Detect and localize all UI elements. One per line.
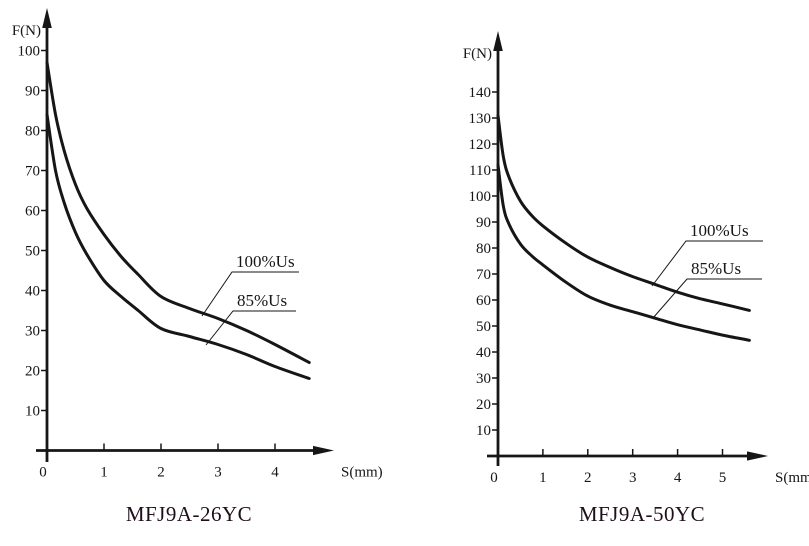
y-tick-label: 10 xyxy=(476,423,491,439)
y-tick-label: 80 xyxy=(476,241,491,257)
y-tick-label: 70 xyxy=(476,267,491,283)
chart-right: 10 20 30 40 50 60 70 80 90 100 110 120 130 140 0 1 2 3 4 5 F… xyxy=(463,31,809,486)
curve-85pctus xyxy=(45,113,311,380)
y-tick-label: 60 xyxy=(25,204,40,220)
y-tick-label: 80 xyxy=(25,124,40,140)
y-tick-label: 40 xyxy=(476,345,491,361)
chart-title-left: MFJ9A-26YC xyxy=(125,502,253,526)
x-tick-label: 0 xyxy=(490,470,498,486)
y-tick-label: 50 xyxy=(476,319,491,335)
y-tick-label: 100 xyxy=(469,189,492,205)
curve-label-leader xyxy=(651,240,763,287)
x-axis-title: S(mm) xyxy=(775,470,809,486)
y-tick-label: 100 xyxy=(18,44,41,60)
x-tick-label: 1 xyxy=(539,470,547,486)
y-tick-label: 90 xyxy=(476,215,491,231)
y-axis-arrowhead xyxy=(42,8,52,28)
x-tick-label: 3 xyxy=(629,470,637,486)
x-axis-arrowhead xyxy=(313,445,334,456)
curve-85pctus xyxy=(496,163,751,342)
y-axis-title: F(N) xyxy=(12,23,41,39)
x-tick-label: 4 xyxy=(674,470,682,486)
y-axis-arrowhead xyxy=(493,31,503,51)
y-tick-label: 130 xyxy=(469,111,492,127)
chart-left: 10 20 30 40 50 60 70 80 90 100 0 1 2 3 4 F(N) S(mm) 100%U… xyxy=(12,8,383,481)
y-tick-label: 30 xyxy=(476,371,491,387)
x-tick-label: 3 xyxy=(214,465,222,481)
x-tick-label: 1 xyxy=(100,465,108,481)
x-tick-label: 5 xyxy=(719,470,727,486)
x-tick-label: 2 xyxy=(584,470,592,486)
curve-label: 100%Us xyxy=(236,252,295,271)
curve-100pctus xyxy=(45,61,311,364)
x-axis-title: S(mm) xyxy=(341,465,383,481)
curve-label-leader xyxy=(205,310,296,346)
y-tick-label: 40 xyxy=(25,284,40,300)
y-tick-label: 90 xyxy=(25,84,40,100)
y-tick-label: 20 xyxy=(25,364,40,380)
y-tick-label: 110 xyxy=(469,163,491,179)
curve-label-leader xyxy=(201,271,299,317)
y-tick-label: 120 xyxy=(469,137,492,153)
y-axis-title: F(N) xyxy=(463,46,492,62)
curve-label: 85%Us xyxy=(691,259,741,278)
y-tick-label: 50 xyxy=(25,244,40,260)
curve-100pctus xyxy=(496,113,751,312)
curve-label: 100%Us xyxy=(690,221,749,240)
y-tick-label: 60 xyxy=(476,293,491,309)
x-tick-label: 0 xyxy=(39,465,47,481)
y-tick-label: 30 xyxy=(25,324,40,340)
x-axis-arrowhead xyxy=(747,451,768,461)
y-tick-label: 140 xyxy=(469,85,492,101)
curve-label-leader xyxy=(652,278,762,319)
chart-title-right: MFJ9A-50YC xyxy=(578,502,706,526)
y-tick-label: 10 xyxy=(25,404,40,420)
curve-label: 85%Us xyxy=(237,291,287,310)
y-tick-label: 20 xyxy=(476,397,491,413)
y-tick-label: 70 xyxy=(25,164,40,180)
x-tick-label: 4 xyxy=(271,465,279,481)
x-tick-label: 2 xyxy=(157,465,165,481)
